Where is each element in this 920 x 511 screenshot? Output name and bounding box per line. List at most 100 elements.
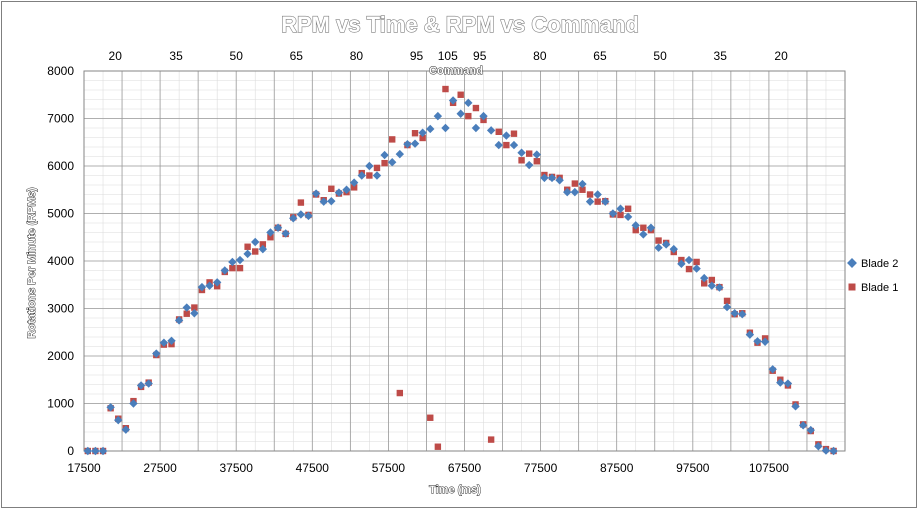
data-point-blade-2 <box>388 158 397 167</box>
data-point-blade-2 <box>273 223 283 232</box>
data-point-blade-1 <box>685 265 693 273</box>
data-point-blade-1 <box>510 130 518 137</box>
series-blade-2 <box>83 96 838 456</box>
data-point-blade-2 <box>144 379 153 388</box>
data-point-blade-2 <box>570 187 580 197</box>
data-point-blade-2 <box>167 336 176 345</box>
x-tick-label: 57500 <box>372 461 406 475</box>
series-blade-1 <box>84 85 837 455</box>
data-point-blade-1 <box>632 226 639 234</box>
data-point-blade-2 <box>677 259 686 269</box>
data-point-blade-2 <box>578 179 587 189</box>
command-tick-label: 80 <box>350 49 364 63</box>
data-point-blade-1 <box>229 264 236 272</box>
data-point-blade-2 <box>517 148 526 157</box>
data-point-blade-2 <box>661 240 671 249</box>
data-point-blade-1 <box>252 248 259 255</box>
data-point-blade-2 <box>197 282 207 292</box>
y-axis-title: Rotations Per Minute (RPMs) <box>26 187 38 338</box>
data-point-blade-2 <box>190 309 199 318</box>
data-point-blade-1 <box>427 414 434 421</box>
data-point-blade-1 <box>579 186 586 193</box>
data-point-blade-1 <box>411 130 419 137</box>
data-point-blade-2 <box>616 204 625 213</box>
data-point-blade-1 <box>518 157 525 164</box>
secondary-x-axis-title: Command <box>429 65 483 77</box>
x-tick-label: 77500 <box>524 461 558 475</box>
command-tick-label: 50 <box>230 49 244 63</box>
x-axis-tick-labels: 17500 27500 37500 47500 57500 67500 77500 87500… <box>67 461 789 475</box>
data-point-blade-2 <box>296 210 306 219</box>
data-point-blade-2 <box>235 255 245 265</box>
y-tick-label: 5000 <box>47 207 74 221</box>
data-point-blade-2 <box>418 128 427 137</box>
data-point-blade-2 <box>258 244 268 254</box>
data-point-blade-2 <box>776 378 785 387</box>
data-point-blade-2 <box>83 446 93 456</box>
data-point-blade-2 <box>319 197 328 206</box>
legend-marker-blade-2 <box>847 258 857 268</box>
command-tick-label: 20 <box>109 49 123 63</box>
data-point-blade-2 <box>707 281 717 290</box>
data-point-blade-2 <box>281 229 290 238</box>
plot-area-border <box>83 70 846 452</box>
command-tick-label: 65 <box>593 49 607 63</box>
data-point-blade-2 <box>304 211 313 221</box>
data-point-blade-1 <box>624 205 632 212</box>
data-point-blade-1 <box>434 443 442 450</box>
data-point-blade-2 <box>91 446 100 456</box>
data-point-blade-2 <box>555 176 564 185</box>
data-point-blade-2 <box>266 228 275 237</box>
data-point-blade-2 <box>182 303 191 312</box>
data-point-blade-2 <box>228 257 237 267</box>
y-tick-label: 0 <box>67 444 74 458</box>
command-tick-label: 95 <box>410 49 424 63</box>
data-point-blade-1 <box>259 241 267 248</box>
y-tick-label: 6000 <box>47 159 74 173</box>
x-tick-label: 67500 <box>448 461 482 475</box>
data-point-blade-2 <box>114 415 123 425</box>
data-point-blade-2 <box>646 223 656 232</box>
data-point-blade-2 <box>433 111 443 121</box>
data-point-blade-1 <box>381 159 388 167</box>
data-point-blade-2 <box>585 197 595 206</box>
command-tick-label: 20 <box>774 49 788 63</box>
y-tick-label: 7000 <box>47 112 74 126</box>
data-point-blade-2 <box>745 330 755 339</box>
data-point-blade-1 <box>571 180 579 187</box>
data-point-blade-2 <box>829 446 838 456</box>
data-point-blade-2 <box>608 209 618 218</box>
data-point-blade-2 <box>106 403 115 412</box>
data-point-blade-2 <box>532 150 541 159</box>
secondary-x-axis-tick-labels: 20 35 50 65 80 95 105 95 80 65 50 35 20 <box>109 49 789 63</box>
data-point-blade-2 <box>441 123 450 133</box>
legend: Blade 2 Blade 1 <box>847 258 898 294</box>
x-tick-label: 87500 <box>600 461 634 475</box>
data-point-blade-1 <box>723 297 731 305</box>
data-point-blade-2 <box>593 190 602 199</box>
y-tick-label: 3000 <box>47 302 74 316</box>
data-point-blade-1 <box>693 258 700 266</box>
data-point-blade-2 <box>174 316 184 325</box>
x-tick-label: 47500 <box>296 461 330 475</box>
data-point-blade-2 <box>479 111 488 121</box>
data-point-blade-2 <box>547 173 557 183</box>
data-point-blade-2 <box>494 140 503 150</box>
command-tick-label: 50 <box>653 49 667 63</box>
data-point-blade-2 <box>563 187 572 197</box>
command-tick-label: 35 <box>714 49 728 63</box>
y-tick-label: 4000 <box>47 254 74 268</box>
data-point-blade-2 <box>524 160 534 170</box>
series-layer <box>83 85 838 456</box>
data-point-blade-1 <box>586 191 594 198</box>
data-point-blade-2 <box>471 123 481 133</box>
data-point-blade-2 <box>631 221 640 230</box>
data-point-blade-2 <box>342 185 351 194</box>
data-point-blade-2 <box>327 196 336 206</box>
data-point-blade-1 <box>617 211 624 219</box>
data-point-blade-2 <box>722 302 732 312</box>
data-point-blade-2 <box>806 425 815 435</box>
legend-item-blade-2: Blade 2 <box>847 258 898 270</box>
x-tick-label: 107500 <box>749 461 789 475</box>
